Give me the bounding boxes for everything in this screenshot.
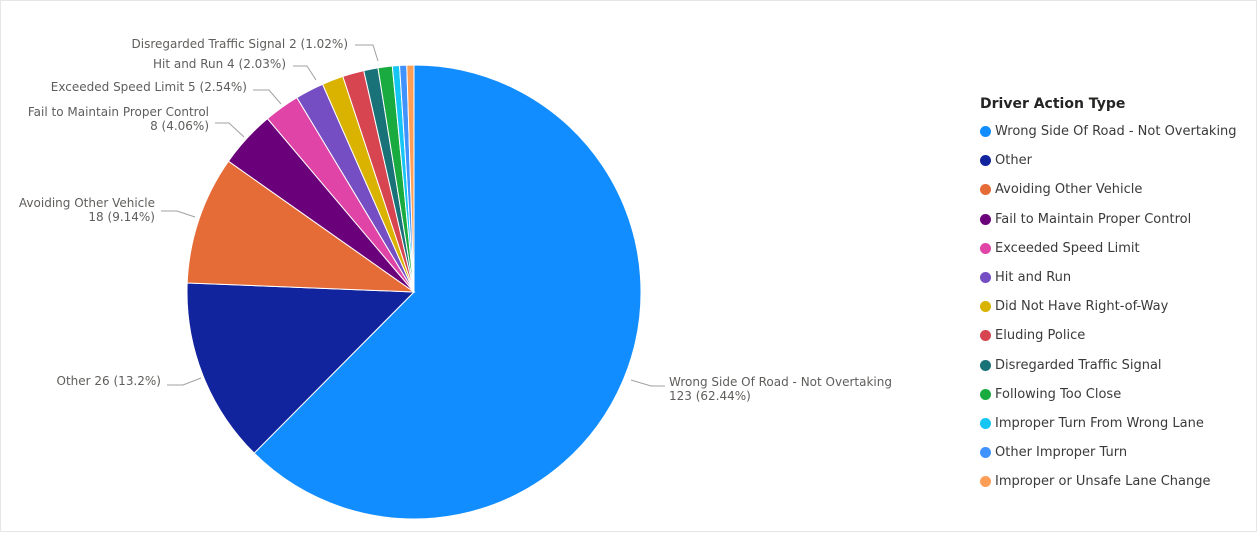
- legend-label: Fail to Maintain Proper Control: [995, 211, 1192, 227]
- callout-leader-line: [161, 210, 196, 218]
- data-label: Exceeded Speed Limit 5 (2.54%): [51, 80, 247, 94]
- legend-label: Did Not Have Right-of-Way: [995, 299, 1169, 315]
- legend-title: Driver Action Type: [980, 96, 1126, 112]
- pie-slice-wrong-side-of-road-not-overtaking[interactable]: [253, 64, 642, 520]
- data-label: Disregarded Traffic Signal 2 (1.02%): [132, 37, 348, 51]
- legend: Driver Action Type Wrong Side Of Road - …: [980, 96, 1257, 496]
- legend-item[interactable]: Wrong Side Of Road - Not Overtaking: [980, 117, 1257, 146]
- callout-leader-line: [215, 122, 245, 138]
- callout-leader-line: [253, 89, 282, 105]
- legend-marker: [980, 184, 991, 196]
- legend-item[interactable]: Disregarded Traffic Signal: [980, 351, 1257, 380]
- data-label: Other 26 (13.2%): [57, 374, 161, 388]
- legend-marker: [980, 476, 991, 488]
- callout-leader-line: [167, 377, 202, 386]
- legend-label: Other: [995, 153, 1032, 169]
- callout-leader-line: [293, 65, 317, 81]
- legend-item[interactable]: Improper or Unsafe Lane Change: [980, 467, 1257, 496]
- callout-leader-line: [630, 379, 665, 387]
- legend-marker: [980, 213, 991, 225]
- legend-label: Improper or Unsafe Lane Change: [995, 474, 1211, 490]
- legend-marker: [980, 155, 991, 167]
- legend-label: Hit and Run: [995, 270, 1072, 286]
- data-label: Wrong Side Of Road - Not Overtaking 123 (…: [669, 375, 892, 403]
- legend-label: Wrong Side Of Road - Not Overtaking: [995, 124, 1237, 140]
- legend-marker: [980, 126, 991, 138]
- data-label: Fail to Maintain Proper Control 8 (4.06%): [28, 105, 209, 133]
- legend-label: Exceeded Speed Limit: [995, 240, 1140, 256]
- legend-marker: [980, 301, 991, 313]
- callout-leader-line: [355, 44, 379, 62]
- legend-item[interactable]: Other Improper Turn: [980, 438, 1257, 467]
- data-label: Avoiding Other Vehicle 18 (9.14%): [19, 196, 155, 224]
- legend-marker: [980, 330, 991, 342]
- legend-marker: [980, 417, 991, 429]
- legend-label: Improper Turn From Wrong Lane: [995, 415, 1204, 431]
- legend-item[interactable]: Fail to Maintain Proper Control: [980, 205, 1257, 234]
- legend-marker: [980, 242, 991, 254]
- legend-marker: [980, 388, 991, 400]
- legend-label: Eluding Police: [995, 328, 1086, 344]
- legend-item[interactable]: Hit and Run: [980, 263, 1257, 292]
- legend-item[interactable]: Following Too Close: [980, 380, 1257, 409]
- legend-item[interactable]: Exceeded Speed Limit: [980, 234, 1257, 263]
- legend-item[interactable]: Avoiding Other Vehicle: [980, 175, 1257, 204]
- legend-label: Disregarded Traffic Signal: [995, 357, 1162, 373]
- pie-slice-improper-or-unsafe-lane-change[interactable]: [406, 64, 415, 293]
- pie-slice-avoiding-other-vehicle[interactable]: [186, 160, 416, 293]
- legend-item[interactable]: Eluding Police: [980, 321, 1257, 350]
- legend-item[interactable]: Other: [980, 146, 1257, 175]
- legend-marker: [980, 359, 991, 371]
- legend-item[interactable]: Improper Turn From Wrong Lane: [980, 409, 1257, 438]
- legend-label: Other Improper Turn: [995, 445, 1128, 461]
- legend-label: Avoiding Other Vehicle: [995, 182, 1143, 198]
- legend-label: Following Too Close: [995, 386, 1122, 402]
- pie-slice-other[interactable]: [186, 282, 416, 454]
- data-label: Hit and Run 4 (2.03%): [153, 57, 286, 71]
- legend-marker: [980, 272, 991, 284]
- legend-marker: [980, 447, 991, 459]
- legend-item[interactable]: Did Not Have Right-of-Way: [980, 292, 1257, 321]
